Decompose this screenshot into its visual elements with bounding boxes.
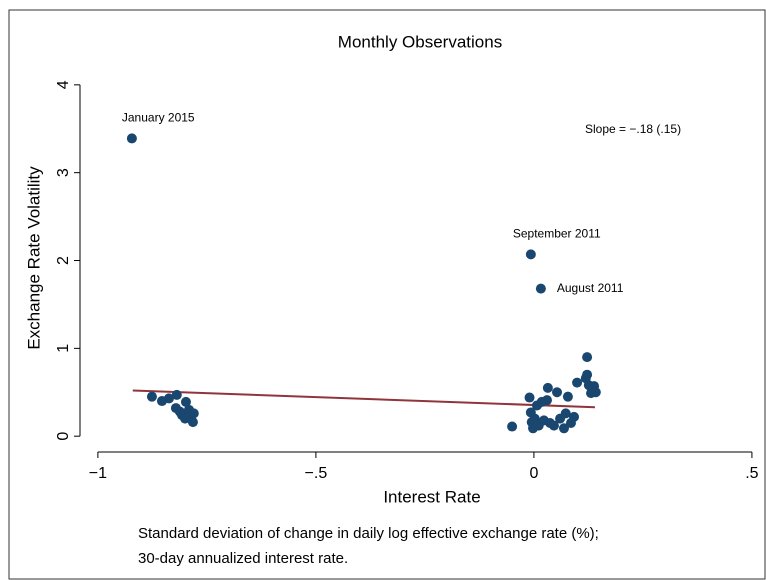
x-tick-label: .5: [745, 465, 758, 482]
point: [174, 406, 185, 417]
x-axis-label: Interest Rate: [383, 487, 480, 506]
fit-line: [132, 389, 595, 409]
point: [548, 420, 559, 431]
caption-line: Standard deviation of change in daily lo…: [138, 525, 599, 542]
point: [541, 395, 552, 406]
point: [558, 423, 569, 434]
point-label: August 2011: [557, 281, 624, 295]
point: [126, 133, 137, 144]
point: [572, 377, 583, 388]
y-tick-label: 3: [55, 168, 72, 177]
point: [180, 396, 191, 407]
slope-annotation: Slope = −.18 (.15): [585, 122, 681, 136]
x-tick-label: −1: [89, 465, 107, 482]
point: [171, 389, 182, 400]
y-tick-label: 4: [55, 80, 72, 89]
point: [590, 387, 601, 398]
chart-frame: [8, 9, 766, 580]
point: [552, 387, 563, 398]
point: [507, 421, 518, 432]
point-label: January 2015: [122, 111, 195, 125]
point: [146, 391, 157, 402]
x-tick-label: 0: [529, 465, 538, 482]
point: [163, 393, 174, 404]
x-tick-label: −.5: [305, 465, 328, 482]
point: [180, 413, 191, 424]
point: [524, 392, 535, 403]
point: [525, 249, 536, 260]
point: [569, 411, 580, 422]
point: [535, 283, 546, 294]
y-axis-label: Exchange Rate Volatility: [24, 166, 43, 350]
point: [582, 369, 593, 380]
caption-line: 30-day annualized interest rate.: [138, 550, 348, 567]
point: [562, 391, 573, 402]
point: [542, 382, 553, 393]
point-label: September 2011: [513, 227, 601, 241]
point: [560, 408, 571, 419]
point: [582, 352, 593, 363]
y-tick-label: 0: [55, 432, 72, 441]
chart-title: Monthly Observations: [338, 32, 502, 51]
y-tick-label: 2: [55, 256, 72, 265]
point: [187, 417, 198, 428]
y-tick-label: 1: [55, 344, 72, 353]
